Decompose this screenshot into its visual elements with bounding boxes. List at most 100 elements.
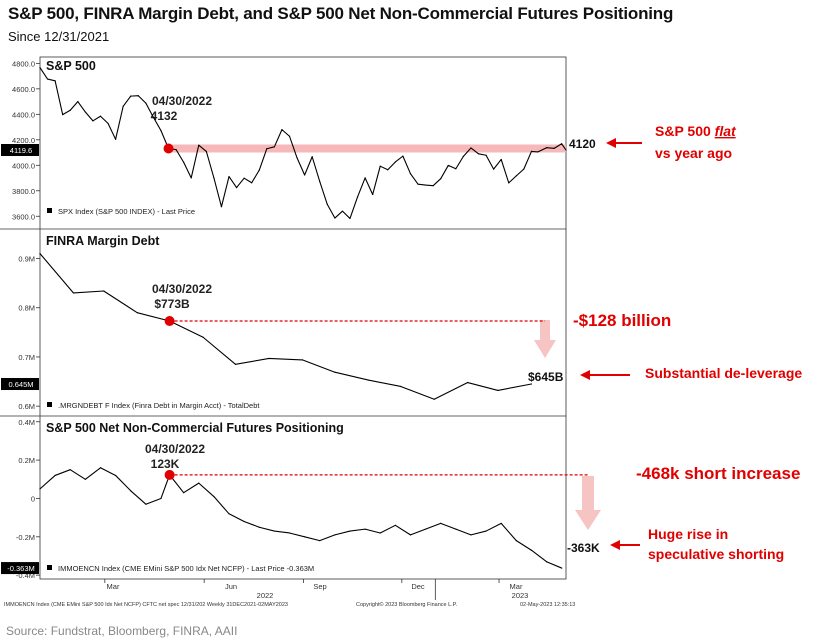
data-point — [319, 180, 321, 183]
data-point — [311, 156, 313, 158]
x-month-label: Mar — [107, 582, 120, 591]
data-point — [409, 534, 412, 536]
data-point — [288, 532, 291, 534]
data-point — [190, 177, 192, 179]
data-point — [288, 135, 291, 137]
data-point — [394, 161, 396, 163]
legend-swatch — [47, 402, 52, 407]
data-point — [268, 357, 270, 360]
futures-arrow — [610, 540, 640, 550]
data-point — [281, 129, 283, 131]
data-point — [402, 155, 404, 157]
data-point — [379, 532, 381, 534]
data-point — [234, 363, 237, 365]
data-point — [409, 173, 412, 175]
x-year-label: 2023 — [512, 591, 529, 600]
panel-title-futures: S&P 500 Net Non-Commercial Futures Posit… — [46, 421, 344, 435]
footer-copyright: Copyright© 2023 Bloomberg Finance L.P. — [356, 602, 458, 608]
annotation-marker — [164, 316, 175, 327]
spx-note: S&P 500 flat — [655, 123, 737, 139]
data-point — [77, 100, 79, 103]
futures-annotation-date: 04/30/2022 — [145, 442, 205, 456]
data-point — [565, 149, 567, 151]
y-tick-label: 0.4M — [18, 418, 35, 427]
series-line — [39, 467, 562, 569]
margin-end-label: $645B — [528, 370, 564, 384]
futures-change-label: -468k short increase — [636, 464, 800, 483]
data-point — [301, 359, 304, 361]
data-point — [485, 530, 487, 532]
data-point — [334, 217, 336, 219]
data-point — [515, 175, 517, 177]
flat-band — [168, 144, 566, 153]
source-note: Source: Fundstrat, Bloomberg, FINRA, AAI… — [6, 624, 238, 638]
data-point — [394, 524, 396, 526]
data-point — [54, 80, 56, 82]
data-point — [400, 385, 402, 388]
data-point — [523, 168, 525, 170]
data-point — [62, 113, 64, 116]
y-tick-label: -0.4M — [16, 571, 35, 580]
data-point — [228, 175, 230, 178]
data-point — [326, 203, 328, 206]
data-point — [508, 182, 510, 184]
y-tick-label: 0 — [31, 494, 35, 503]
data-point — [462, 155, 464, 157]
data-point — [530, 383, 533, 385]
legend-swatch — [47, 208, 52, 213]
futures-down-arrow — [575, 476, 601, 530]
data-point — [235, 186, 238, 189]
data-point — [433, 398, 435, 400]
legend-spx: SPX Index (S&P 500 INDEX) - Last Price — [58, 207, 195, 216]
data-point — [273, 146, 275, 148]
data-point — [72, 292, 75, 294]
data-point — [266, 148, 268, 150]
data-point — [183, 161, 185, 163]
data-point — [213, 495, 215, 498]
futures-note-line1: Huge rise in — [648, 526, 728, 542]
data-point — [258, 169, 260, 171]
data-point — [432, 185, 434, 187]
data-point — [537, 151, 539, 153]
x-month-label: Dec — [411, 582, 425, 591]
data-point — [107, 122, 109, 124]
data-point — [319, 540, 321, 542]
data-point — [115, 138, 117, 140]
x-year-label: 2022 — [257, 591, 274, 600]
chart-subtitle: Since 12/31/2021 — [8, 29, 110, 44]
data-point — [334, 371, 336, 373]
data-point — [213, 177, 215, 179]
y-tick-label: 4600.0 — [12, 85, 35, 94]
legend-swatch — [47, 565, 52, 570]
chart-title: S&P 500, FINRA Margin Debt, and S&P 500 … — [8, 4, 674, 23]
panel-title-spx: S&P 500 — [46, 59, 96, 73]
y-tick-label: 0.7M — [18, 353, 35, 362]
footer-left: IMMOENCN Index (CME EMini S&P 500 Idx Ne… — [4, 602, 288, 608]
data-point — [251, 182, 253, 184]
legend-margin-debt: .MRGNDEBT F Index (Finra Debt in Margin … — [58, 401, 260, 410]
spx-annotation-date: 04/30/2022 — [152, 94, 212, 108]
data-point — [198, 144, 200, 146]
data-point — [553, 147, 555, 149]
series-line — [39, 67, 567, 219]
data-point — [122, 105, 124, 107]
data-point — [379, 165, 381, 167]
data-point — [424, 528, 427, 530]
data-point — [467, 381, 469, 384]
data-point — [39, 253, 41, 255]
y-tick-label: 4200.0 — [12, 136, 35, 145]
y-tick-label: 0.9M — [18, 255, 35, 264]
margin-change-label: -$128 billion — [573, 311, 671, 330]
data-point — [341, 210, 344, 212]
data-point — [175, 149, 177, 151]
plot-frame — [39, 56, 567, 580]
data-point — [160, 130, 162, 132]
data-point — [500, 522, 502, 524]
data-point — [447, 164, 449, 167]
data-point — [145, 503, 147, 505]
data-point — [228, 513, 230, 515]
data-point — [46, 78, 49, 80]
last-value-tag — [1, 378, 39, 391]
spx-note-emph: flat — [715, 123, 737, 139]
data-point — [372, 193, 374, 196]
